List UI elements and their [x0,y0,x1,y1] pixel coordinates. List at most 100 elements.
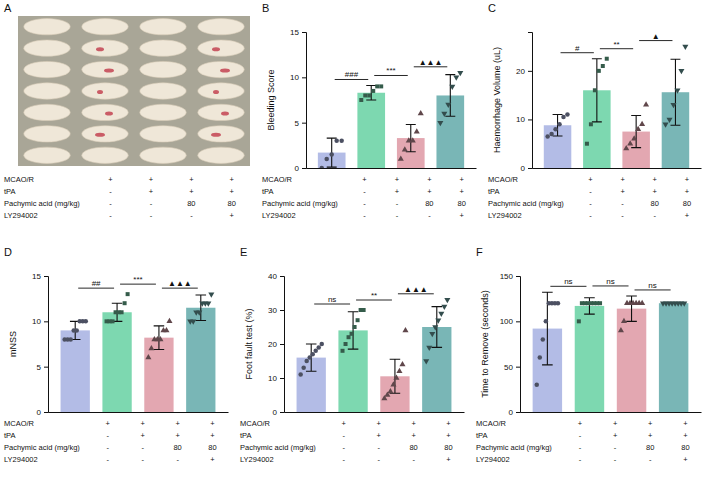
hemorrhage-spot [104,69,114,73]
condition-cell: - [579,431,582,440]
y-tick-mark [528,168,532,169]
data-point [190,320,196,325]
condition-cell: 80 [409,443,417,452]
y-tick-mark [44,276,48,277]
condition-label: MCAO/R [488,175,519,184]
x-axis-line [49,412,229,413]
data-point [444,298,450,303]
y-axis-line [44,277,49,413]
figure: AMCAO/RtPAPachymic acid (mg/kg)LY294002+… [0,0,709,487]
y-tick-label: 20 [516,67,525,76]
annotations: ###***▲▲▲ [335,58,448,80]
brain-slice [82,104,128,120]
panel-letter: C [488,2,496,14]
data-point [196,311,202,316]
condition-cell: + [620,187,625,196]
data-point [631,135,637,140]
significance-label: ▲▲▲ [168,279,192,288]
data-point [621,318,627,323]
condition-cell: + [411,431,416,440]
brain-slice [82,126,128,142]
data-point [307,355,312,360]
condition-cell: + [189,187,194,196]
panel-letter: B [262,2,269,14]
data-point [126,292,130,296]
bar [617,309,646,412]
data-point [341,349,345,353]
condition-cell: - [107,443,110,452]
data-point [157,336,163,341]
data-point [635,126,641,131]
data-point [438,312,444,317]
significance-label: ## [92,279,101,288]
condition-cell: + [685,187,690,196]
condition-label: LY294002 [240,455,274,464]
y-tick: 10 [32,317,48,326]
y-tick-mark [280,378,284,379]
data-point [663,123,669,128]
data-point [410,137,416,142]
brain-slice [140,126,186,142]
brain-slice [140,147,186,163]
condition-cell: + [427,187,432,196]
y-axis: 050100150 [500,272,521,417]
condition-cell: + [230,211,235,220]
y-tick-mark [516,321,520,322]
y-tick-mark [280,344,284,345]
condition-cell: + [108,175,113,184]
y-tick: 15 [32,272,48,281]
brain-slice [82,19,128,35]
data-point [435,318,441,323]
brain-slice [198,19,244,35]
y-tick: 0 [273,408,284,417]
condition-cell: + [395,187,400,196]
data-point [556,301,561,306]
condition-label: Pachymic acid (mg/kg) [488,199,564,208]
data-point [544,319,549,324]
bar [662,92,690,168]
y-axis-line [528,33,533,169]
data-point [593,88,597,92]
condition-cell: 80 [683,199,691,208]
data-point [356,318,360,322]
error-bar [70,321,81,339]
condition-label: MCAO/R [4,175,35,184]
data-point [205,301,211,306]
data-point [453,76,459,81]
condition-cell: + [141,431,146,440]
condition-cell: - [589,187,592,196]
data-point [371,89,375,93]
data-point [84,319,89,324]
condition-cell: 80 [228,199,236,208]
condition-label: LY294002 [4,211,38,220]
y-axis-line [280,277,285,413]
error-bar [592,59,602,122]
data-point [320,342,325,347]
brain-slice [24,104,70,120]
condition-cell: - [614,455,617,464]
condition-cell: - [654,211,657,220]
y-tick: 50 [504,363,520,372]
y-tick: 5 [295,119,306,128]
y-tick-label: 100 [500,317,514,326]
error-bar [390,359,401,393]
y-tick-mark [302,168,306,169]
data-point [441,112,447,117]
bar [61,330,90,412]
data-point [353,325,357,329]
condition-cell: + [189,175,194,184]
condition-cell: 80 [208,443,216,452]
y-tick-label: 5 [295,119,300,128]
data-point [639,300,645,305]
significance-label: ### [345,70,359,79]
plot-marks [297,298,452,412]
y-axis-line [516,277,521,413]
condition-label: MCAO/R [240,419,271,428]
y-tick-mark [44,321,48,322]
condition-cell: + [210,455,215,464]
condition-cell: + [175,431,180,440]
data-point [145,354,151,359]
y-axis-title: Bleeding Score [266,69,276,130]
brain-slice [140,61,186,77]
condition-cell: 80 [646,443,654,452]
